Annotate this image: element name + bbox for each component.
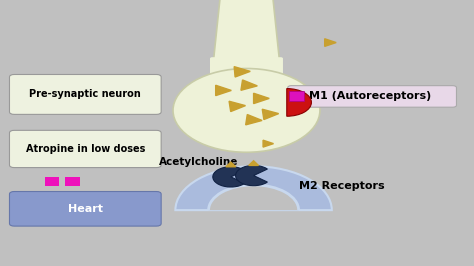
Wedge shape: [213, 167, 245, 187]
Text: Heart: Heart: [68, 204, 103, 214]
FancyBboxPatch shape: [9, 74, 161, 114]
Polygon shape: [254, 93, 269, 104]
Polygon shape: [212, 0, 281, 69]
Ellipse shape: [173, 69, 320, 152]
FancyBboxPatch shape: [45, 177, 59, 186]
FancyBboxPatch shape: [289, 91, 304, 101]
FancyBboxPatch shape: [65, 177, 80, 186]
FancyBboxPatch shape: [9, 130, 161, 168]
FancyBboxPatch shape: [288, 86, 456, 107]
Polygon shape: [226, 162, 236, 167]
Polygon shape: [234, 67, 250, 77]
Polygon shape: [229, 101, 246, 111]
Text: M2 Receptors: M2 Receptors: [299, 181, 384, 191]
Text: Acetylcholine: Acetylcholine: [159, 157, 239, 167]
Wedge shape: [209, 185, 299, 210]
Wedge shape: [175, 166, 332, 210]
Polygon shape: [241, 80, 257, 90]
Text: M1 (Autoreceptors): M1 (Autoreceptors): [309, 91, 431, 101]
Polygon shape: [262, 109, 279, 119]
Polygon shape: [325, 39, 336, 46]
Polygon shape: [216, 85, 231, 95]
Polygon shape: [249, 161, 258, 165]
FancyBboxPatch shape: [9, 192, 161, 226]
Polygon shape: [263, 140, 273, 147]
Polygon shape: [246, 115, 262, 125]
Text: Atropine in low doses: Atropine in low doses: [26, 144, 145, 154]
FancyBboxPatch shape: [210, 57, 283, 81]
Wedge shape: [236, 165, 267, 186]
Wedge shape: [287, 89, 311, 116]
Text: Pre-synaptic neuron: Pre-synaptic neuron: [29, 89, 141, 99]
